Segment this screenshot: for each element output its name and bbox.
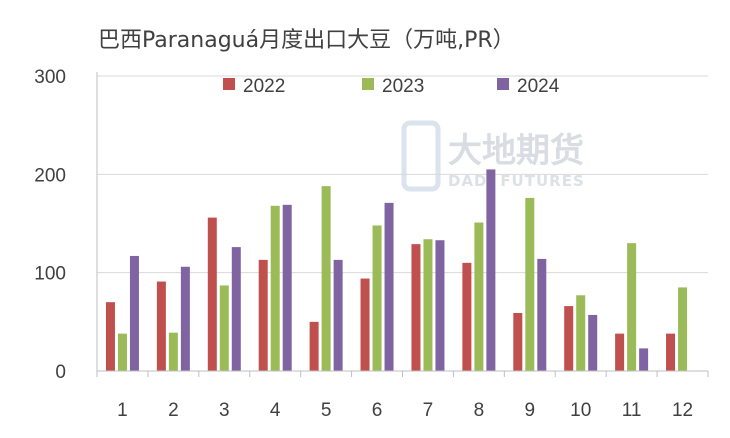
bar-2023-1 bbox=[117, 333, 127, 371]
bar-2024-9 bbox=[537, 258, 547, 371]
y-tick-label: 100 bbox=[34, 264, 66, 285]
bar-2023-2 bbox=[168, 332, 178, 371]
bar-2023-7 bbox=[423, 239, 433, 371]
bars bbox=[105, 169, 688, 371]
bar-2023-3 bbox=[219, 285, 229, 371]
watermark-en-text: DADI FUTURES bbox=[448, 172, 585, 190]
bar-2022-8 bbox=[462, 262, 472, 371]
x-tick-label: 4 bbox=[270, 400, 281, 421]
bar-2024-2 bbox=[180, 266, 190, 371]
legend-label-2023: 2023 bbox=[382, 76, 424, 97]
bar-2022-3 bbox=[207, 217, 217, 371]
bar-2022-4 bbox=[258, 259, 268, 371]
bar-2024-5 bbox=[333, 259, 343, 371]
bar-2024-11 bbox=[639, 348, 649, 371]
bar-2024-10 bbox=[588, 314, 598, 371]
bar-2023-8 bbox=[474, 222, 484, 371]
bar-2022-11 bbox=[615, 333, 625, 371]
x-tick-label: 11 bbox=[622, 400, 642, 421]
x-tick-label: 8 bbox=[474, 400, 485, 421]
bar-2023-5 bbox=[321, 186, 331, 371]
bar-2022-2 bbox=[156, 281, 166, 371]
bar-2024-8 bbox=[486, 169, 496, 371]
watermark-logo-icon bbox=[401, 120, 441, 192]
bar-2022-7 bbox=[411, 244, 421, 371]
x-tick-label: 3 bbox=[219, 400, 230, 421]
legend-label-2022: 2022 bbox=[243, 76, 285, 97]
bar-2022-10 bbox=[564, 306, 574, 371]
bar-2024-1 bbox=[129, 255, 139, 371]
bar-2022-5 bbox=[309, 321, 319, 371]
legend: 2022 2023 2024 bbox=[223, 76, 560, 97]
bar-2023-9 bbox=[525, 197, 535, 371]
bar-2023-12 bbox=[678, 287, 688, 371]
x-tick-label: 10 bbox=[570, 400, 591, 421]
bar-2024-4 bbox=[282, 204, 292, 371]
bar-2022-1 bbox=[105, 302, 115, 371]
bar-2022-6 bbox=[360, 278, 370, 371]
y-tick-label: 300 bbox=[34, 67, 66, 88]
bar-2022-12 bbox=[666, 333, 676, 371]
x-tick-label: 6 bbox=[372, 400, 383, 421]
bar-2024-3 bbox=[231, 247, 241, 371]
y-tick-label: 200 bbox=[34, 165, 66, 186]
x-tick-label: 5 bbox=[321, 400, 332, 421]
bar-2023-10 bbox=[576, 295, 586, 371]
x-tick-label: 2 bbox=[168, 400, 179, 421]
bar-2023-11 bbox=[627, 243, 637, 371]
y-tick-label: 0 bbox=[55, 362, 66, 383]
legend-swatch-2022 bbox=[223, 78, 235, 90]
legend-swatch-2023 bbox=[362, 78, 374, 90]
x-tick-label: 9 bbox=[525, 400, 536, 421]
legend-swatch-2024 bbox=[497, 78, 509, 90]
bar-2023-6 bbox=[372, 225, 382, 371]
x-tick-label: 12 bbox=[672, 400, 693, 421]
chart-title: 巴西Paranaguá月度出口大豆（万吨,PR） bbox=[98, 28, 515, 53]
grid-lines bbox=[97, 75, 708, 274]
bar-2023-4 bbox=[270, 205, 280, 371]
bar-2024-6 bbox=[384, 202, 394, 371]
x-tick-label: 1 bbox=[117, 400, 128, 421]
bar-2024-7 bbox=[435, 240, 445, 371]
legend-label-2024: 2024 bbox=[517, 76, 560, 97]
dadi-futures-watermark: 大地期货 DADI FUTURES bbox=[401, 120, 585, 192]
bar-2022-9 bbox=[513, 312, 523, 371]
x-tick-label: 7 bbox=[423, 400, 434, 421]
watermark-cn-text: 大地期货 bbox=[448, 131, 584, 171]
